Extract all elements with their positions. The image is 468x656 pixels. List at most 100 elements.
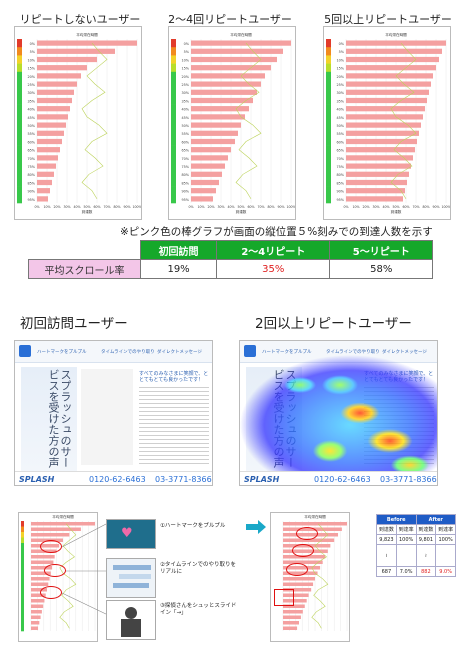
row-label: 55% (27, 132, 35, 136)
scroll-bar (191, 89, 257, 95)
chart3-title: 5回以上リピートユーザー (324, 13, 452, 26)
ellipsis-cell: ≀ (415, 544, 437, 567)
detective-body-icon (121, 619, 141, 637)
screenshot-heart: ♥ (106, 519, 156, 549)
table-header: 初回訪問 (139, 240, 218, 260)
heatmap1-title: 初回訪問ユーザー (20, 316, 128, 332)
phone-number: 0120-62-6463 (89, 475, 146, 484)
row-label: 45% (336, 116, 344, 120)
x-tick-label: 100% (286, 205, 295, 209)
heat-strip-segment (17, 80, 22, 89)
scroll-bar (283, 521, 347, 526)
heat-strip-segment (171, 137, 176, 146)
x-tick-label: 60% (247, 205, 254, 209)
chart-footer-label: 到達数 (391, 209, 402, 214)
scroll-bar (191, 106, 249, 112)
scroll-bar (283, 626, 298, 631)
heat-strip-segment (171, 96, 176, 105)
scroll-bar (37, 171, 54, 177)
nav-item: タイムラインでのやり取り (326, 350, 380, 355)
scroll-bar (191, 130, 238, 136)
row-label: 80% (27, 173, 35, 177)
page-headline: すべてのみなさまに笑顔で、ととてもとても良かったです！ (139, 371, 209, 383)
table-header: 2～4リピート (216, 240, 331, 260)
heat-strip-segment (17, 71, 22, 81)
scroll-bar (31, 609, 42, 614)
x-tick-label: 80% (113, 205, 120, 209)
photo-placeholder (81, 369, 133, 465)
scroll-bar (37, 196, 48, 202)
x-tick-label: 70% (103, 205, 110, 209)
scroll-bar (191, 40, 291, 46)
scroll-bar (346, 81, 431, 87)
heat-strip-segment (17, 88, 22, 97)
before-after-table: Before After 到達数 到達率 到達数 到達率 9,823 100% … (376, 514, 456, 577)
scroll-bar (346, 97, 427, 104)
scroll-bar (37, 56, 97, 63)
table-corner (28, 240, 141, 260)
row-label: 75% (181, 165, 189, 169)
heat-strip-segment (171, 170, 176, 179)
scroll-bar (31, 527, 81, 532)
x-tick-label: 80% (422, 205, 429, 209)
scroll-bar (37, 122, 66, 128)
annotation-2: ②タイムラインでのやり取りをリアルに (160, 562, 237, 575)
scroll-bar (346, 171, 409, 177)
heat-strip-segment (326, 137, 331, 146)
scroll-bar (191, 114, 245, 120)
row-label: 25% (181, 83, 189, 87)
x-tick-label: 50% (83, 205, 90, 209)
splash-logo: SPLASH (19, 475, 55, 484)
row-label: 45% (181, 116, 189, 120)
heat-strip-segment (21, 614, 24, 621)
scroll-bar (191, 56, 277, 63)
heat-strip-segment (171, 178, 176, 187)
row-label: 85% (27, 181, 35, 185)
scroll-bar (37, 48, 115, 54)
highlight-circle (292, 544, 314, 557)
row-label: 20% (336, 75, 344, 79)
x-tick-label: 30% (372, 205, 379, 209)
heat-strip-segment (17, 194, 22, 204)
heat-strip-segment (326, 47, 331, 56)
scroll-chart-1: 平均滞在時間 0% 5% 10% 15% 20% 25% 30% 35% 40% 45% 50% 55%… (14, 26, 142, 220)
row-label: 40% (27, 108, 35, 112)
scroll-bar (31, 554, 55, 559)
phone-number: 03-3771-8366 (155, 475, 212, 484)
col-header: 到達率 (435, 524, 456, 535)
detective-head-icon (125, 607, 137, 619)
heat-strip-segment (171, 47, 176, 56)
heat-strip-segment (326, 96, 331, 105)
heat-strip-segment (17, 129, 22, 138)
heat-strip-segment (17, 55, 22, 64)
scroll-bar (346, 40, 446, 46)
scroll-bar (37, 188, 50, 194)
scroll-bar (37, 155, 58, 161)
x-tick-label: 30% (217, 205, 224, 209)
col-header: 到達数 (376, 524, 397, 535)
scroll-bar (191, 155, 228, 161)
splash-logo: SPLASH (244, 475, 280, 484)
site-logo-icon (19, 345, 31, 357)
heat-strip-segment (326, 186, 331, 196)
row-label: 80% (181, 173, 189, 177)
scroll-bar (283, 615, 301, 620)
x-tick-label: 50% (237, 205, 244, 209)
heat-strip-segment (171, 88, 176, 97)
row-label: 95% (181, 198, 189, 202)
scroll-bar (346, 196, 403, 202)
x-tick-label: 20% (362, 205, 369, 209)
heat-strip-segment (21, 576, 24, 582)
dwell-time-line (311, 523, 329, 629)
scroll-bar (346, 56, 439, 63)
row-label: 0% (184, 42, 190, 46)
scroll-bar (37, 138, 62, 145)
row-label: 55% (181, 132, 189, 136)
highlight-circle (296, 527, 318, 540)
table-cell: 100% (395, 534, 417, 545)
connector-lines (61, 522, 109, 616)
timeline-bubble (119, 574, 151, 579)
heat-strip-segment (171, 129, 176, 138)
scroll-bar (283, 538, 335, 543)
row-label: 90% (181, 190, 189, 194)
